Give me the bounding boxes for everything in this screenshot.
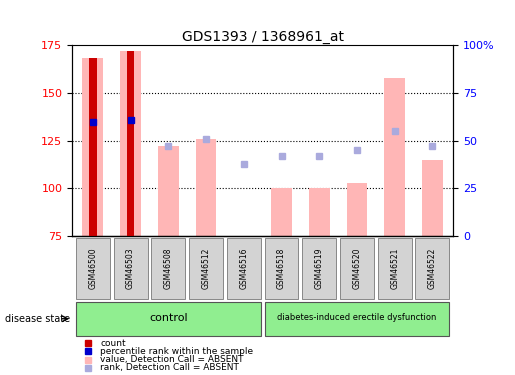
Text: rank, Detection Call = ABSENT: rank, Detection Call = ABSENT	[100, 363, 239, 372]
Text: GSM46518: GSM46518	[277, 248, 286, 289]
Text: GSM46521: GSM46521	[390, 248, 399, 289]
Bar	[422, 160, 443, 236]
FancyBboxPatch shape	[416, 237, 450, 299]
Text: GSM46522: GSM46522	[428, 248, 437, 289]
Bar	[384, 78, 405, 236]
Text: disease state: disease state	[5, 314, 70, 324]
Text: percentile rank within the sample: percentile rank within the sample	[100, 347, 253, 356]
Text: GSM46519: GSM46519	[315, 248, 324, 289]
FancyBboxPatch shape	[265, 302, 450, 336]
Title: GDS1393 / 1368961_at: GDS1393 / 1368961_at	[182, 30, 344, 44]
Text: GSM46520: GSM46520	[352, 248, 362, 289]
Text: count: count	[100, 339, 126, 348]
Text: GSM46508: GSM46508	[164, 248, 173, 289]
Bar	[271, 188, 292, 236]
Bar	[158, 146, 179, 236]
Text: GSM46503: GSM46503	[126, 248, 135, 289]
Bar	[120, 51, 141, 236]
FancyBboxPatch shape	[302, 237, 336, 299]
Bar	[196, 139, 216, 236]
FancyBboxPatch shape	[265, 237, 299, 299]
Text: value, Detection Call = ABSENT: value, Detection Call = ABSENT	[100, 355, 244, 364]
Text: GSM46500: GSM46500	[89, 248, 97, 289]
Text: control: control	[149, 313, 187, 323]
FancyBboxPatch shape	[377, 237, 411, 299]
Text: GSM46512: GSM46512	[201, 248, 211, 289]
FancyBboxPatch shape	[76, 237, 110, 299]
Bar	[309, 188, 330, 236]
FancyBboxPatch shape	[76, 302, 261, 336]
FancyBboxPatch shape	[340, 237, 374, 299]
Text: diabetes-induced erectile dysfunction: diabetes-induced erectile dysfunction	[277, 314, 437, 322]
Bar	[347, 183, 367, 236]
Bar	[82, 58, 103, 236]
FancyBboxPatch shape	[227, 237, 261, 299]
Bar	[89, 58, 97, 236]
FancyBboxPatch shape	[151, 237, 185, 299]
Bar	[127, 51, 134, 236]
FancyBboxPatch shape	[114, 237, 148, 299]
Text: GSM46516: GSM46516	[239, 248, 248, 289]
FancyBboxPatch shape	[189, 237, 223, 299]
